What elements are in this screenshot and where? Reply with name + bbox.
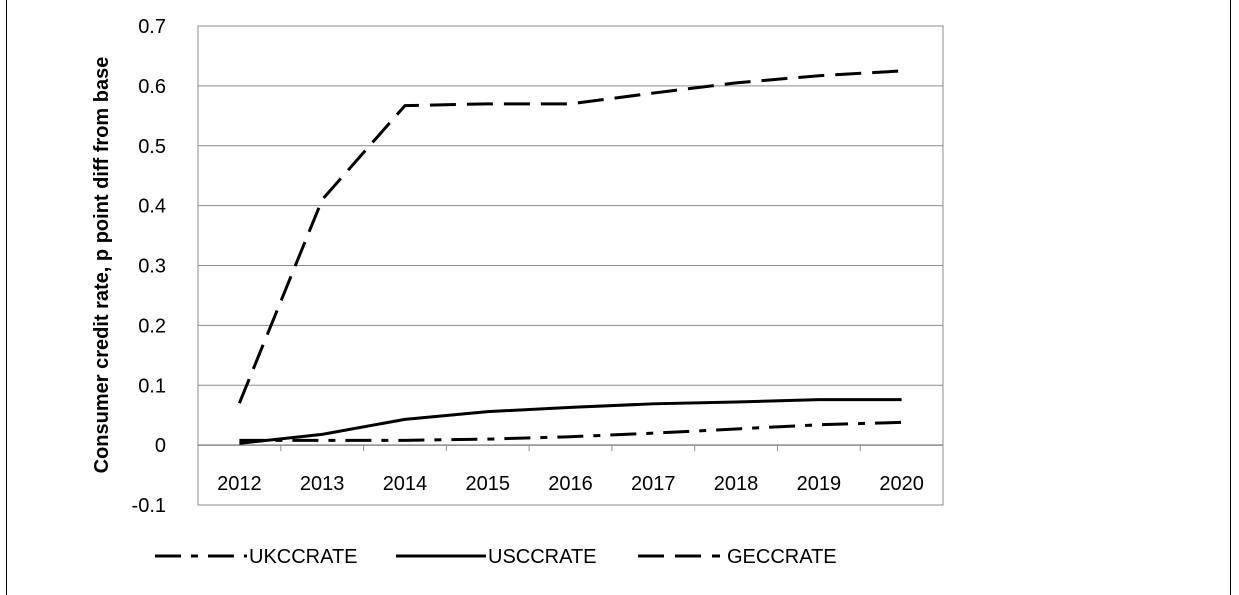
y-tick-labels: -0.1 0 0.1 0.2 0.3 0.4 0.5 0.6 0.7 (132, 16, 166, 517)
y-tick-label: 0.6 (138, 76, 166, 98)
y-tick-label: 0.7 (138, 16, 166, 38)
y-tick-label: 0 (155, 435, 166, 457)
series-lines (237, 69, 902, 445)
frame-left-border (6, 0, 7, 595)
series-line-ukccrate (239, 420, 902, 442)
x-tick-label: 2013 (300, 473, 345, 495)
y-tick-label: 0.1 (138, 375, 166, 397)
y-tick-label: 0.2 (138, 315, 166, 337)
legend: UKCCRATE USCCRATE GECCRATE (155, 546, 837, 568)
y-tick-label: 0.5 (138, 136, 166, 158)
legend-label-geccrate: GECCRATE (727, 546, 837, 568)
x-tick-label: 2018 (714, 473, 759, 495)
x-tick-labels: 2012 2013 2014 2015 2016 2017 2018 2019 2020 (217, 473, 924, 495)
legend-label-ukccrate: UKCCRATE (249, 546, 358, 568)
x-tick-label: 2012 (217, 473, 262, 495)
legend-label-usccrate: USCCRATE (488, 546, 597, 568)
series-line-geccrate (237, 69, 902, 404)
x-tick-label: 2016 (548, 473, 593, 495)
series-line-usccrate (239, 398, 902, 445)
y-tick-label: -0.1 (132, 495, 166, 517)
x-tick-label: 2019 (797, 473, 842, 495)
axes (197, 25, 944, 506)
frame-right-border (1230, 0, 1231, 595)
grid-lines (198, 25, 943, 446)
x-tick-label: 2017 (631, 473, 676, 495)
x-tick-label: 2020 (879, 473, 924, 495)
y-tick-label: 0.3 (138, 256, 166, 278)
x-tick-label: 2014 (383, 473, 428, 495)
plot-area-border (197, 25, 944, 506)
x-tick-label: 2015 (465, 473, 510, 495)
y-axis-label: Consumer credit rate, p point diff from … (91, 57, 113, 474)
y-tick-label: 0.4 (138, 196, 166, 218)
